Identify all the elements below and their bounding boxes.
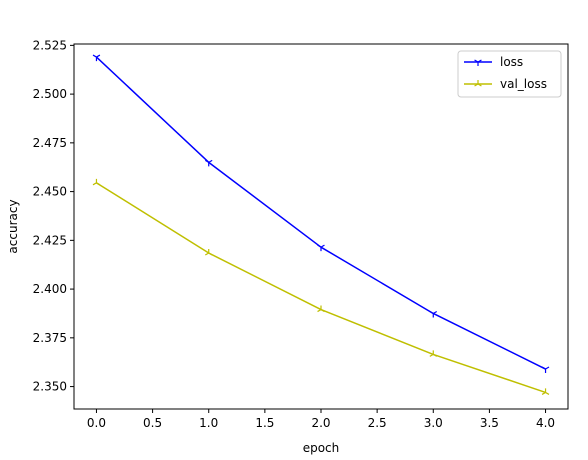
data-point [429, 310, 438, 318]
x-tick-label: 1.0 [199, 416, 218, 430]
y-axis-label: accuracy [6, 199, 20, 253]
y-axis-ticks: 2.350 2.375 2.400 2.425 2.450 2.475 2.500 2.525 [33, 38, 74, 394]
y-tick-label: 2.400 [33, 282, 67, 296]
data-point [204, 159, 213, 167]
x-tick-label: 2.0 [311, 416, 330, 430]
legend: loss val_loss [457, 50, 562, 98]
x-tick-label: 3.5 [480, 416, 499, 430]
x-tick-label: 3.0 [424, 416, 443, 430]
y-tick-label: 2.450 [33, 185, 67, 199]
data-point [541, 388, 550, 395]
data-point [429, 350, 438, 357]
y-tick-label: 2.375 [33, 331, 67, 345]
data-point [92, 54, 101, 62]
legend-label: val_loss [500, 77, 547, 91]
series-layer [92, 54, 550, 395]
x-tick-label: 0.5 [143, 416, 162, 430]
x-tick-label: 2.5 [368, 416, 387, 430]
x-tick-label: 1.5 [255, 416, 274, 430]
y-tick-label: 2.425 [33, 233, 67, 247]
y-tick-label: 2.525 [33, 38, 67, 52]
data-point [204, 249, 213, 256]
data-point [541, 366, 550, 374]
legend-label: loss [500, 55, 523, 69]
x-axis-ticks: 0.0 0.5 1.0 1.5 2.0 2.5 3.0 3.5 4.0 [87, 409, 555, 430]
legend-marker [474, 59, 482, 66]
data-point [92, 178, 101, 186]
x-tick-label: 4.0 [536, 416, 555, 430]
y-tick-label: 2.475 [33, 136, 67, 150]
data-point [317, 305, 325, 313]
x-axis-label: epoch [303, 441, 340, 455]
y-tick-label: 2.500 [33, 87, 67, 101]
data-point [317, 244, 325, 252]
legend-marker [474, 80, 482, 87]
x-tick-label: 0.0 [87, 416, 106, 430]
y-tick-label: 2.350 [33, 380, 67, 394]
